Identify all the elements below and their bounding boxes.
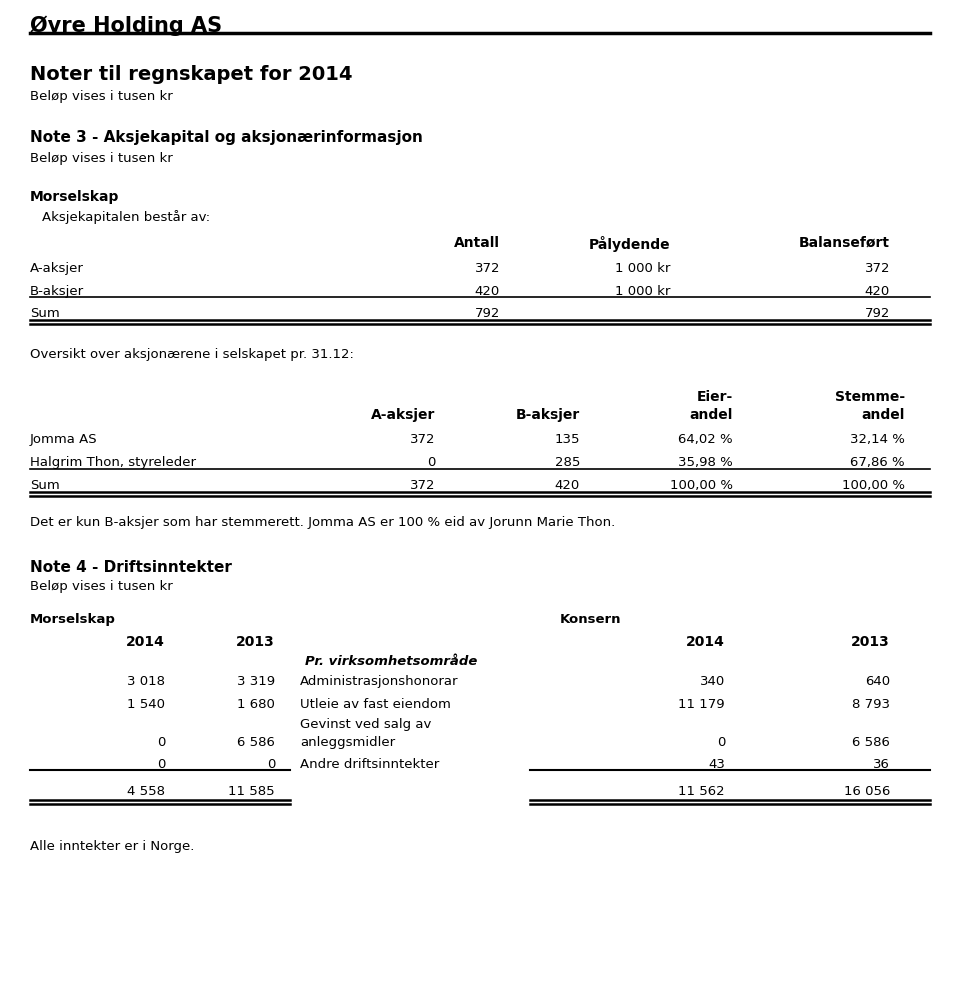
Text: 8 793: 8 793 — [852, 698, 890, 711]
Text: 135: 135 — [555, 433, 580, 446]
Text: Pålydende: Pålydende — [588, 236, 670, 252]
Text: Sum: Sum — [30, 307, 60, 320]
Text: 3 018: 3 018 — [127, 675, 165, 688]
Text: 420: 420 — [475, 285, 500, 298]
Text: 372: 372 — [865, 262, 890, 275]
Text: Det er kun B-aksjer som har stemmerett. Jomma AS er 100 % eid av Jorunn Marie Th: Det er kun B-aksjer som har stemmerett. … — [30, 516, 615, 529]
Text: 2014: 2014 — [126, 635, 165, 649]
Text: 67,86 %: 67,86 % — [851, 456, 905, 469]
Text: B-aksjer: B-aksjer — [30, 285, 84, 298]
Text: Beløp vises i tusen kr: Beløp vises i tusen kr — [30, 90, 173, 103]
Text: 640: 640 — [865, 675, 890, 688]
Text: 100,00 %: 100,00 % — [670, 479, 733, 492]
Text: A-aksjer: A-aksjer — [30, 262, 84, 275]
Text: Note 4 - Driftsinntekter: Note 4 - Driftsinntekter — [30, 560, 232, 575]
Text: 36: 36 — [874, 758, 890, 771]
Text: A-aksjer: A-aksjer — [371, 408, 435, 422]
Text: Konsern: Konsern — [560, 613, 621, 626]
Text: 2013: 2013 — [236, 635, 275, 649]
Text: anleggsmidler: anleggsmidler — [300, 736, 396, 749]
Text: Gevinst ved salg av: Gevinst ved salg av — [300, 718, 431, 731]
Text: 792: 792 — [865, 307, 890, 320]
Text: 6 586: 6 586 — [852, 736, 890, 749]
Text: 420: 420 — [555, 479, 580, 492]
Text: 35,98 %: 35,98 % — [679, 456, 733, 469]
Text: 0: 0 — [156, 758, 165, 771]
Text: 0: 0 — [426, 456, 435, 469]
Text: 100,00 %: 100,00 % — [842, 479, 905, 492]
Text: 372: 372 — [410, 433, 435, 446]
Text: 0: 0 — [716, 736, 725, 749]
Text: 372: 372 — [474, 262, 500, 275]
Text: Note 3 - Aksjekapital og aksjonærinformasjon: Note 3 - Aksjekapital og aksjonærinforma… — [30, 130, 422, 145]
Text: Øvre Holding AS: Øvre Holding AS — [30, 15, 222, 35]
Text: Alle inntekter er i Norge.: Alle inntekter er i Norge. — [30, 840, 194, 853]
Text: Noter til regnskapet for 2014: Noter til regnskapet for 2014 — [30, 65, 352, 84]
Text: 0: 0 — [267, 758, 275, 771]
Text: Oversikt over aksjonærene i selskapet pr. 31.12:: Oversikt over aksjonærene i selskapet pr… — [30, 348, 354, 361]
Text: 11 179: 11 179 — [679, 698, 725, 711]
Text: 32,14 %: 32,14 % — [851, 433, 905, 446]
Text: 1 000 kr: 1 000 kr — [614, 285, 670, 298]
Text: Administrasjonshonorar: Administrasjonshonorar — [300, 675, 459, 688]
Text: 11 585: 11 585 — [228, 785, 275, 798]
Text: Beløp vises i tusen kr: Beløp vises i tusen kr — [30, 152, 173, 165]
Text: Halgrim Thon, styreleder: Halgrim Thon, styreleder — [30, 456, 196, 469]
Text: andel: andel — [689, 408, 733, 422]
Text: Balanseført: Balanseført — [799, 236, 890, 250]
Text: Utleie av fast eiendom: Utleie av fast eiendom — [300, 698, 451, 711]
Text: 0: 0 — [156, 736, 165, 749]
Text: 340: 340 — [700, 675, 725, 688]
Text: Eier-: Eier- — [697, 390, 733, 404]
Text: andel: andel — [862, 408, 905, 422]
Text: Jomma AS: Jomma AS — [30, 433, 98, 446]
Text: Stemme-: Stemme- — [835, 390, 905, 404]
Text: Antall: Antall — [454, 236, 500, 250]
Text: Morselskap: Morselskap — [30, 613, 116, 626]
Text: 285: 285 — [555, 456, 580, 469]
Text: 16 056: 16 056 — [844, 785, 890, 798]
Text: 64,02 %: 64,02 % — [679, 433, 733, 446]
Text: 2013: 2013 — [852, 635, 890, 649]
Text: 43: 43 — [708, 758, 725, 771]
Text: Beløp vises i tusen kr: Beløp vises i tusen kr — [30, 580, 173, 593]
Text: Pr. virksomhetsområde: Pr. virksomhetsområde — [305, 655, 477, 668]
Text: 792: 792 — [474, 307, 500, 320]
Text: B-aksjer: B-aksjer — [516, 408, 580, 422]
Text: Morselskap: Morselskap — [30, 190, 119, 204]
Text: 2014: 2014 — [686, 635, 725, 649]
Text: 420: 420 — [865, 285, 890, 298]
Text: 372: 372 — [410, 479, 435, 492]
Text: Andre driftsinntekter: Andre driftsinntekter — [300, 758, 440, 771]
Text: 6 586: 6 586 — [237, 736, 275, 749]
Text: Aksjekapitalen består av:: Aksjekapitalen består av: — [42, 210, 210, 224]
Text: 11 562: 11 562 — [679, 785, 725, 798]
Text: 1 540: 1 540 — [127, 698, 165, 711]
Text: 4 558: 4 558 — [127, 785, 165, 798]
Text: 1 000 kr: 1 000 kr — [614, 262, 670, 275]
Text: Sum: Sum — [30, 479, 60, 492]
Text: 3 319: 3 319 — [237, 675, 275, 688]
Text: 1 680: 1 680 — [237, 698, 275, 711]
